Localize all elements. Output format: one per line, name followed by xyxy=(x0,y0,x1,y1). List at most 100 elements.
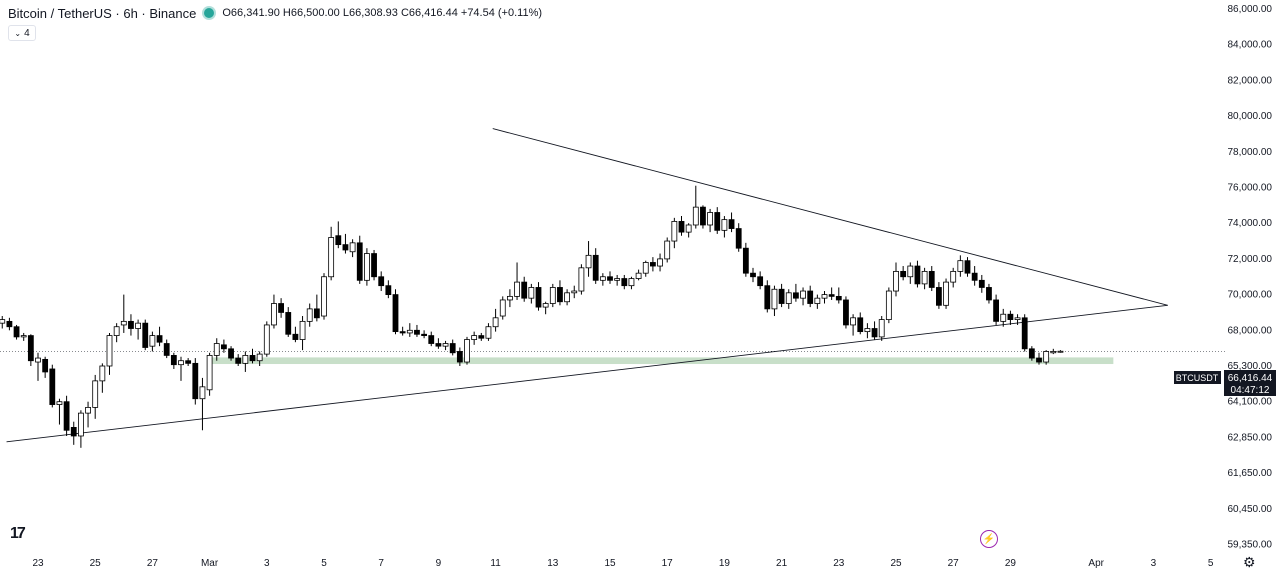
candle xyxy=(571,285,578,299)
candle xyxy=(292,326,299,343)
y-tick-label: 65,300.00 xyxy=(1228,361,1273,372)
candle-body-down xyxy=(392,294,399,333)
candle xyxy=(785,289,792,309)
y-tick-label: 64,100.00 xyxy=(1228,397,1273,408)
candle xyxy=(607,271,613,284)
gear-icon[interactable]: ⚙ xyxy=(1243,554,1256,570)
candle-body-down xyxy=(964,260,971,274)
time-axis[interactable]: 23 25 27 Mar 3 5 7 9 11 13 15 17 19 21 23 25 27 29 Apr 3 5 xyxy=(32,558,1213,569)
x-tick-label: Apr xyxy=(1088,558,1104,569)
candle-body-up xyxy=(263,324,270,355)
candle xyxy=(685,223,692,238)
candle xyxy=(592,248,599,284)
candle-body-up xyxy=(306,308,313,322)
x-tick-label: 7 xyxy=(378,558,384,569)
candle xyxy=(242,351,249,372)
y-tick-label: 76,000.00 xyxy=(1228,183,1273,194)
candle xyxy=(506,289,513,308)
price-axis[interactable]: 86,000.00 84,000.00 82,000.00 80,000.00 78,0… xyxy=(1228,4,1273,551)
candle-body-down xyxy=(220,344,227,350)
candle xyxy=(986,283,992,304)
candle xyxy=(671,217,678,249)
candle xyxy=(657,253,663,272)
candle xyxy=(978,274,985,293)
lightning-icon[interactable]: ⚡ xyxy=(980,530,998,548)
candle-body-up xyxy=(206,355,213,391)
candle-body-up xyxy=(464,339,470,363)
x-tick-label: 29 xyxy=(1005,558,1017,569)
candle-body-down xyxy=(742,247,749,274)
candle xyxy=(964,257,971,277)
market-status-icon xyxy=(204,8,215,18)
support-zone[interactable] xyxy=(209,357,1114,365)
candle-body-down xyxy=(914,265,921,285)
candle-body-up xyxy=(821,294,828,299)
y-tick-label: 59,350.00 xyxy=(1228,540,1273,551)
candle-body-up xyxy=(92,380,99,408)
candle xyxy=(13,324,20,340)
candle-body-up xyxy=(120,320,127,326)
tradingview-logo-icon[interactable]: 17 xyxy=(10,525,26,542)
x-tick-label: 3 xyxy=(264,558,270,569)
y-tick-label: 86,000.00 xyxy=(1228,4,1273,15)
candle-body-down xyxy=(342,244,349,251)
candle xyxy=(0,316,6,329)
candle xyxy=(456,347,463,366)
x-tick-label: 27 xyxy=(147,558,159,569)
candle xyxy=(943,278,949,309)
trendline-layer[interactable] xyxy=(6,128,1168,443)
indicators-toggle-button[interactable]: ⌄ 4 xyxy=(8,25,36,41)
candle xyxy=(378,271,385,292)
candle xyxy=(464,336,470,365)
candle xyxy=(56,398,63,425)
candle xyxy=(878,316,885,341)
candle-body-down xyxy=(192,362,199,400)
candle-body-down xyxy=(735,228,742,249)
candle-body-down xyxy=(335,235,342,246)
candle xyxy=(385,280,392,299)
candle-body-down xyxy=(621,278,628,287)
candle xyxy=(843,296,849,329)
candle xyxy=(42,356,49,378)
candle-body-up xyxy=(628,278,635,287)
candle-body-down xyxy=(607,276,613,281)
candle-body-up xyxy=(213,343,220,356)
candle-body-up xyxy=(328,237,335,278)
candle xyxy=(220,339,227,353)
candle xyxy=(650,257,656,272)
candle xyxy=(735,223,742,252)
candle xyxy=(700,205,706,229)
candle xyxy=(721,216,728,238)
candle xyxy=(35,352,41,381)
candle-body-up xyxy=(685,224,692,233)
falling-trendline[interactable] xyxy=(492,128,1168,306)
candle xyxy=(514,262,520,300)
candle-body-up xyxy=(20,335,27,338)
symbol-title[interactable]: Bitcoin / TetherUS · 6h · Binance xyxy=(8,5,197,21)
candle-body-down xyxy=(835,295,842,301)
candle-body-up xyxy=(707,212,713,226)
rising-trendline[interactable] xyxy=(6,304,1168,443)
candle xyxy=(185,358,192,366)
candle xyxy=(642,260,649,277)
candle-body-down xyxy=(1021,317,1028,350)
candle-body-down xyxy=(592,254,599,281)
candle xyxy=(521,276,528,302)
candle-body-down xyxy=(778,288,785,304)
candle xyxy=(814,294,821,309)
candle-body-up xyxy=(814,297,821,304)
candle xyxy=(478,332,485,341)
y-tick-label: 62,850.00 xyxy=(1228,432,1273,443)
candle-body-down xyxy=(228,348,234,359)
candle-body-up xyxy=(514,281,520,297)
candle xyxy=(871,321,878,340)
candle xyxy=(950,267,957,288)
candle-body-up xyxy=(35,357,41,363)
candle xyxy=(793,283,799,302)
y-tick-label: 80,000.00 xyxy=(1228,111,1273,122)
candle xyxy=(599,273,606,286)
price-label-symbol-box xyxy=(1174,371,1221,384)
candle-body-up xyxy=(692,206,699,226)
candle-body-down xyxy=(843,299,849,326)
